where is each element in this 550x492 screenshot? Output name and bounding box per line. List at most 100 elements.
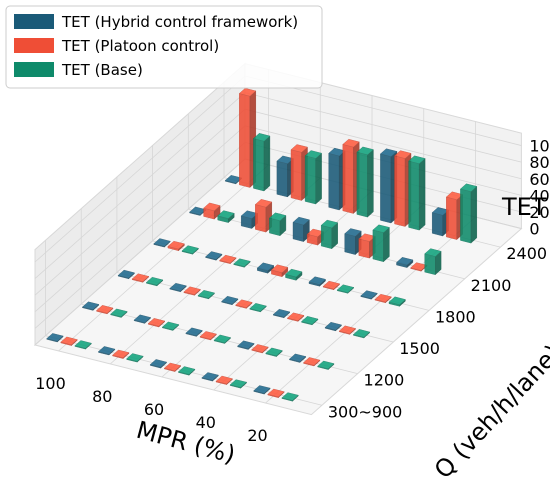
bar-face-top: [290, 144, 308, 153]
bar-face-top: [133, 314, 152, 323]
bar-face-top: [308, 276, 326, 285]
bar: [60, 336, 78, 347]
bar-face-top: [215, 375, 233, 385]
left-grid-line: [34, 75, 246, 263]
bar: [304, 150, 323, 205]
bar: [303, 357, 321, 367]
z-tick-label: 80: [529, 153, 549, 172]
bar-face-top: [388, 296, 406, 305]
bar-face-top: [203, 202, 221, 212]
bar: [249, 303, 267, 313]
bar-face-front: [321, 225, 332, 249]
bar-face-top: [338, 325, 357, 334]
bar: [320, 219, 339, 250]
bar: [145, 276, 164, 287]
bar: [161, 321, 180, 331]
bar-face-top: [199, 331, 217, 340]
bar-face-top: [110, 308, 128, 317]
bar-face-top: [281, 392, 299, 401]
bar-face-top: [379, 148, 398, 157]
bar: [344, 228, 362, 256]
bar-face-front: [380, 153, 392, 224]
bar: [268, 212, 287, 237]
bar-face-top: [459, 183, 478, 192]
z-tick-label: 20: [529, 203, 549, 222]
legend-entry-label: TET (Platoon control): [61, 37, 219, 55]
floor-grid-line: [161, 190, 373, 378]
bar-face-top: [253, 385, 271, 394]
bar: [183, 286, 201, 296]
bar: [147, 318, 166, 328]
bar-face-top: [74, 340, 92, 349]
left-grid-line: [34, 92, 246, 279]
bar: [388, 296, 406, 307]
bar: [224, 175, 243, 185]
bar-face-top: [217, 210, 235, 219]
bar-face-top: [265, 347, 283, 357]
bar: [74, 340, 92, 350]
bar-face-top: [147, 318, 166, 327]
bar: [181, 245, 199, 255]
tick-labels: 10080604020300~9001200150018002100240002…: [35, 137, 550, 445]
bar-face-top: [270, 264, 289, 273]
bar: [201, 372, 219, 382]
legend-entry-label: TET (Base): [61, 61, 143, 79]
bar: [459, 183, 478, 244]
bar-face-top: [221, 295, 239, 305]
bar-face-top: [197, 290, 215, 299]
bar-face-top: [131, 273, 150, 282]
bar: [256, 262, 275, 274]
bar-face-top: [219, 254, 237, 264]
bar-face-top: [396, 257, 414, 266]
x-tick-label: 100: [35, 374, 66, 393]
bar: [96, 305, 114, 315]
y-tick-label: 1800: [435, 307, 476, 326]
bar-face-top: [303, 357, 321, 366]
legend-swatch: [14, 14, 54, 29]
axis-panes: [33, 62, 523, 416]
bar-face-top: [237, 340, 255, 349]
bar-face-top: [352, 329, 371, 338]
bar: [213, 334, 232, 344]
bar-face-side: [367, 149, 374, 218]
bar: [97, 346, 116, 356]
bar-face-top: [320, 219, 339, 229]
bar: [81, 301, 100, 311]
bar-face-front: [356, 151, 368, 218]
bar: [167, 240, 185, 252]
bar: [131, 273, 150, 283]
bar-face-top: [185, 327, 203, 336]
bar-face-top: [112, 349, 130, 359]
bar-face-front: [344, 233, 356, 255]
bar: [205, 251, 223, 261]
bar-face-top: [126, 353, 144, 362]
bar-face-top: [360, 290, 378, 299]
bar: [133, 314, 152, 324]
bar-face-top: [374, 293, 392, 303]
bar: [317, 360, 335, 371]
bar: [110, 308, 128, 318]
bar: [177, 366, 196, 376]
bar: [265, 347, 283, 358]
bar-face-side: [263, 135, 271, 192]
bar-face-front: [292, 222, 304, 242]
bar: [215, 375, 233, 386]
bar-face-front: [304, 155, 316, 205]
bar: [267, 388, 285, 399]
bar-face-top: [272, 308, 291, 318]
bar-face-front: [408, 160, 420, 231]
y-axis-label: Q (veh/h/lane): [429, 339, 550, 484]
bar: [199, 331, 217, 341]
bar-face-top: [169, 282, 187, 292]
bar-face-top: [97, 346, 116, 355]
bar-face-top: [145, 276, 164, 286]
bar-face-top: [256, 262, 275, 271]
left-grid-line: [34, 158, 246, 346]
bar: [221, 295, 239, 306]
bar-face-top: [372, 224, 390, 233]
bar: [290, 144, 308, 201]
bar-face-front: [394, 155, 406, 227]
bar-face-top: [344, 228, 362, 237]
bar: [324, 321, 342, 332]
